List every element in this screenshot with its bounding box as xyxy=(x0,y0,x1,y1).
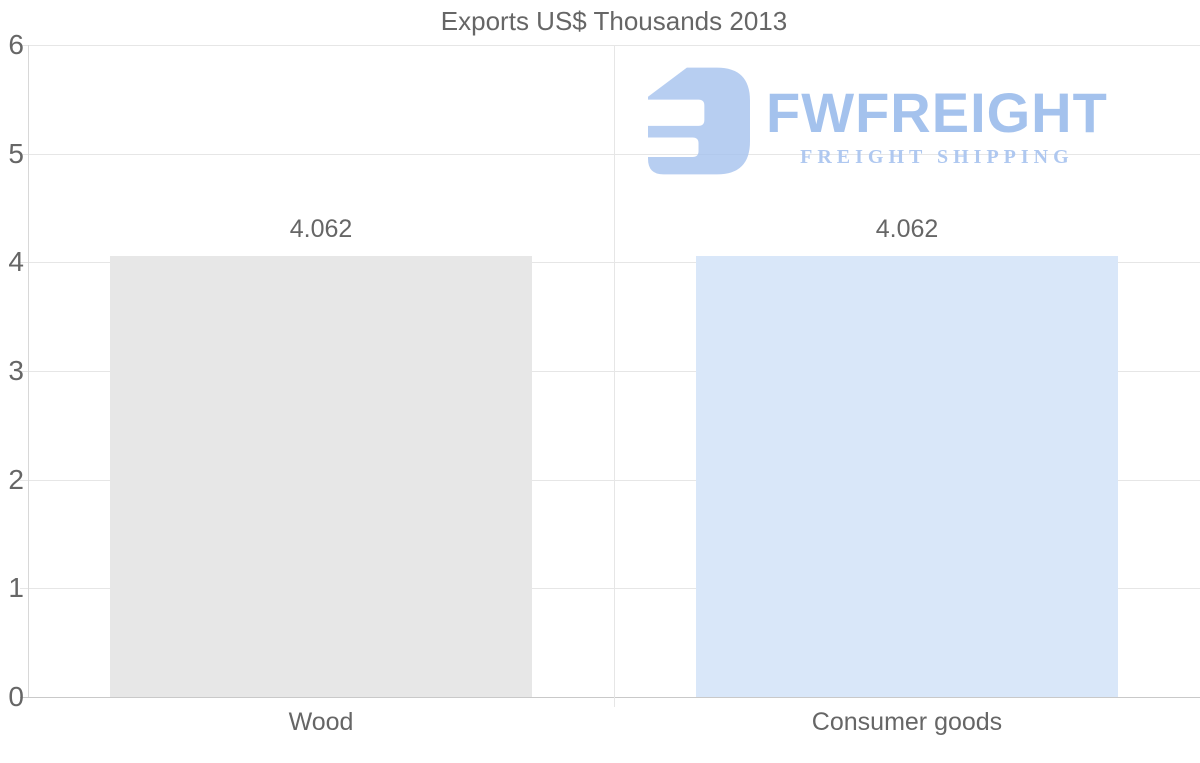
gridline xyxy=(20,45,1200,46)
bar-value-label: 4.062 xyxy=(875,215,939,243)
chart-title: Exports US$ Thousands 2013 xyxy=(440,6,788,36)
bar-wood xyxy=(110,256,532,697)
x-axis-label: Consumer goods xyxy=(811,708,1003,736)
y-axis-label: 3 xyxy=(8,355,24,386)
gridline xyxy=(20,588,1200,590)
y-axis-label: 6 xyxy=(8,29,24,60)
bar-consumer-goods xyxy=(696,256,1118,697)
gridline xyxy=(20,371,1200,372)
watermark-text: FWFREIGHT FREIGHT SHIPPING xyxy=(766,82,1108,169)
gridline xyxy=(20,153,1200,155)
y-axis-label: 5 xyxy=(8,137,24,169)
y-axis-label: 4 xyxy=(8,246,24,278)
x-axis-line xyxy=(20,697,1200,698)
gridline xyxy=(20,262,1200,264)
category-divider-gridline xyxy=(614,45,615,707)
fwfreight-logo-mark xyxy=(648,67,750,175)
watermark-logo: FWFREIGHT FREIGHT SHIPPING xyxy=(648,66,1108,176)
y-axis-label: 1 xyxy=(8,572,24,604)
x-axis-label: Wood xyxy=(288,708,354,736)
y-axis-line xyxy=(28,45,29,697)
gridline xyxy=(20,479,1200,481)
bar-value-label: 4.062 xyxy=(289,215,353,243)
watermark-brand: FWFREIGHT xyxy=(766,81,1108,144)
y-axis-label: 0 xyxy=(8,681,24,712)
y-axis-label: 2 xyxy=(8,463,24,495)
watermark-tagline: FREIGHT SHIPPING xyxy=(800,146,1074,168)
